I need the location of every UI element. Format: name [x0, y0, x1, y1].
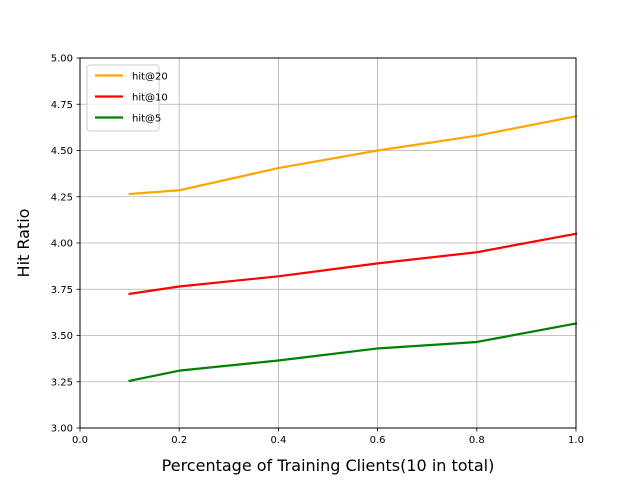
x-tick-label: 0.6	[370, 435, 386, 446]
x-tick-label: 1.0	[568, 435, 584, 446]
y-tick-label: 5.00	[51, 54, 73, 65]
axis-ticks: 0.0 0.2 0.4 0.6 0.8 1.0 3.00 3.25 3.50 3.75 4.00 4.…	[51, 54, 584, 447]
series-line-hit-5	[128, 322, 578, 383]
y-tick-label: 3.25	[51, 377, 73, 388]
x-tick-label: 0.0	[72, 435, 88, 446]
y-tick-label: 4.00	[51, 239, 73, 250]
legend-box	[86, 64, 160, 132]
x-tick-label: 0.2	[171, 435, 187, 446]
legend-label: hit@5	[132, 114, 161, 125]
series-lines	[128, 114, 578, 383]
legend: hit@20 hit@10 hit@5	[86, 64, 168, 132]
series-line-hit-10	[128, 232, 578, 296]
y-tick-label: 3.75	[51, 285, 73, 296]
x-axis-title: Percentage of Training Clients(10 in tot…	[162, 456, 495, 475]
y-tick-label: 3.00	[51, 424, 73, 435]
y-tick-label: 4.75	[51, 100, 73, 111]
y-tick-label: 4.50	[51, 146, 73, 157]
x-tick-label: 0.4	[270, 435, 286, 446]
legend-label: hit@10	[132, 93, 168, 104]
y-axis-title: Hit Ratio	[14, 209, 33, 278]
legend-label: hit@20	[132, 72, 168, 83]
series-line-hit-20	[128, 114, 578, 196]
x-tick-label: 0.8	[469, 435, 485, 446]
y-tick-label: 4.25	[51, 192, 73, 203]
y-tick-label: 3.50	[51, 331, 73, 342]
